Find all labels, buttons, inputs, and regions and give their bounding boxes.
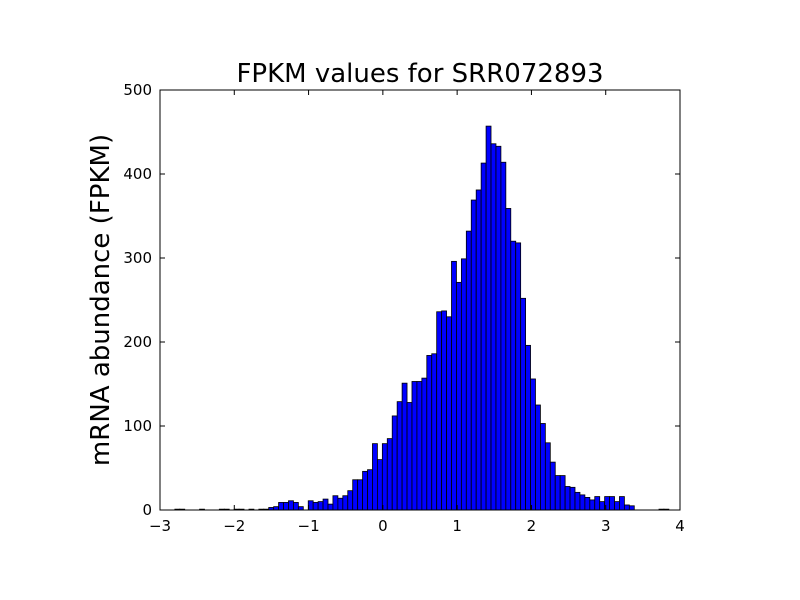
histogram-bar — [372, 443, 378, 511]
histogram-bar — [490, 143, 497, 511]
x-tick-label: 3 — [601, 517, 611, 535]
x-tick-label: −2 — [223, 517, 245, 535]
axis-tick-labels: −3 −2 −1 0 1 2 3 4 0 100 200 300 400 500 — [123, 81, 684, 535]
histogram-bar — [589, 499, 596, 511]
histogram-bar — [376, 459, 383, 511]
histogram-bar — [411, 381, 418, 511]
histogram-bar — [426, 355, 433, 511]
histogram-bar — [554, 475, 561, 511]
histogram-bar — [515, 242, 522, 511]
histogram-bar — [456, 281, 462, 511]
histogram-bar — [500, 161, 507, 511]
histogram-bar — [401, 382, 408, 511]
histogram-bar — [357, 479, 363, 511]
histogram-bar — [386, 438, 393, 511]
histogram-bar — [297, 506, 304, 511]
y-tick-label: 0 — [142, 501, 152, 519]
histogram-bar — [352, 479, 359, 511]
y-tick-label: 300 — [123, 249, 152, 267]
histogram-bar — [495, 145, 502, 511]
y-tick-label: 100 — [123, 417, 152, 435]
histogram-bar — [337, 497, 344, 511]
histogram-bar — [530, 378, 536, 511]
histogram-bar — [599, 501, 606, 511]
histogram-bar — [446, 316, 452, 511]
histogram-bar — [391, 415, 398, 511]
histogram-bar — [421, 377, 428, 511]
histogram-bar — [470, 199, 477, 511]
histogram-bar — [278, 502, 284, 511]
y-tick-label: 500 — [123, 81, 152, 99]
x-tick-label: 4 — [675, 517, 685, 535]
histogram-bar — [619, 496, 625, 511]
histogram-bar — [396, 401, 403, 511]
histogram-bar — [342, 495, 349, 511]
histogram-bar — [288, 500, 294, 511]
histogram-bar — [327, 503, 334, 511]
histogram-bar — [475, 189, 482, 511]
histogram-bar — [362, 470, 368, 511]
plot-area-frame — [159, 89, 681, 511]
histogram-bars — [174, 125, 670, 511]
histogram-bar — [347, 490, 354, 511]
histogram-bar — [628, 505, 635, 511]
histogram-bar — [535, 404, 541, 511]
histogram-bar — [416, 381, 423, 511]
histogram-bar — [317, 501, 324, 511]
y-tick-label: 400 — [123, 165, 152, 183]
x-tick-label: 0 — [378, 517, 388, 535]
histogram-bar — [505, 208, 512, 511]
histogram-bar — [273, 506, 280, 511]
histogram-bar — [609, 496, 615, 511]
histogram-bar — [569, 486, 576, 511]
y-axis-label: mRNA abundance (FPKM) — [86, 134, 116, 466]
histogram-bar — [540, 423, 546, 511]
histogram-bar — [367, 469, 373, 511]
histogram-bar — [574, 491, 581, 511]
histogram-bar — [614, 501, 620, 511]
histogram-bar — [579, 494, 586, 511]
histogram-bar — [406, 402, 413, 511]
histogram-bar — [520, 297, 526, 511]
histogram-bar — [312, 502, 319, 511]
histogram-bar — [431, 353, 438, 511]
histogram-bar — [293, 502, 299, 511]
histogram-bar — [485, 125, 492, 511]
x-tick-label: 1 — [452, 517, 462, 535]
x-tick-label: −3 — [149, 517, 171, 535]
histogram-bar — [283, 502, 289, 511]
histogram-bar — [544, 442, 551, 511]
x-tick-label: 2 — [527, 517, 537, 535]
histogram-bar — [436, 311, 443, 511]
histogram-bar — [549, 461, 556, 511]
histogram-bar — [480, 162, 487, 511]
histogram-bar — [460, 258, 467, 511]
histogram-bar — [332, 495, 339, 511]
chart-title: FPKM values for SRR072893 — [236, 59, 603, 89]
histogram-bar — [510, 240, 517, 511]
histogram-bar — [525, 344, 531, 511]
histogram-bar — [564, 486, 571, 511]
y-tick-label: 200 — [123, 333, 152, 351]
histogram-bar — [624, 504, 630, 511]
histogram-bar — [381, 443, 388, 511]
histogram-bar — [584, 496, 591, 511]
histogram-bar — [441, 310, 447, 511]
histogram-bar — [559, 475, 566, 511]
x-tick-label: −1 — [298, 517, 320, 535]
histogram-bar — [451, 260, 457, 511]
histogram-bar — [594, 496, 601, 511]
histogram-bar — [322, 498, 329, 511]
histogram-bar — [465, 230, 472, 511]
